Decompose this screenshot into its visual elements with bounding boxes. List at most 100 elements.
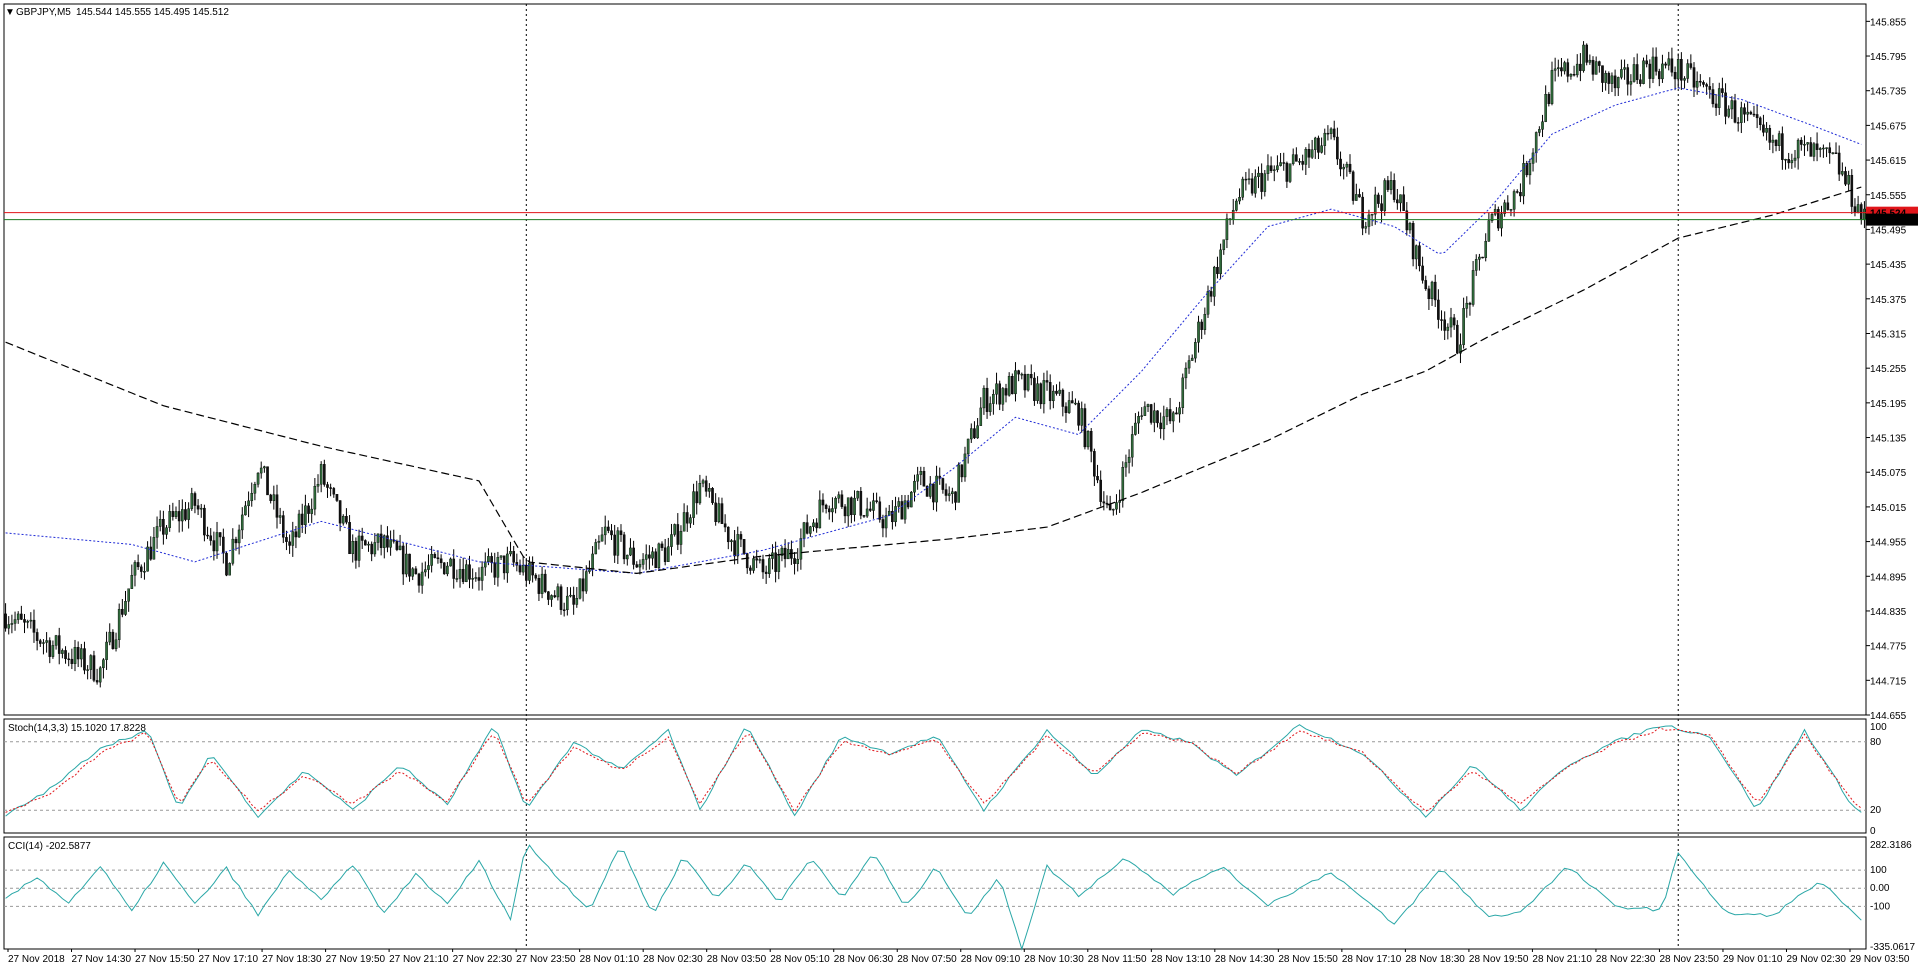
candle-body [1112,508,1115,511]
candle-body [1089,431,1093,452]
candle-body [1070,400,1074,404]
candle-body [1093,451,1096,477]
candle-body [1740,107,1743,123]
candle-body [543,573,547,592]
candle-body [228,563,231,576]
candle-body [657,543,661,569]
candle-body [319,464,323,485]
stochastic-pane[interactable]: 100 80 20 0 Stoch(14,3,3) 15.1020 17.8228 [3,718,1887,837]
candle-body [1522,163,1525,197]
candle-body [610,530,613,536]
candle-body [717,503,721,523]
candle-body [1683,78,1686,81]
candle-body [1443,319,1446,331]
candle-body [932,483,935,503]
candle-body [682,512,686,532]
candle-body [818,499,822,529]
candle-body [256,472,260,485]
candle-body [1411,223,1415,260]
candle-body [61,650,64,654]
candle-body [171,511,175,517]
time-tick-label: 29 Nov 03:50 [1850,954,1910,965]
candle-body [1531,152,1535,164]
candle-body [461,569,465,582]
candle-body [1437,299,1440,320]
collapse-triangle-icon[interactable]: ▼ [5,7,15,18]
price-tick-label: 144.775 [1870,642,1907,653]
candle-body [667,546,670,562]
candle-body [1336,136,1339,160]
candle-body [1317,137,1320,153]
candle-body [196,505,200,510]
candle-body [1370,213,1374,216]
candle-body [887,510,891,516]
candle-body [995,383,998,395]
candle-body [799,538,803,560]
candle-body [726,526,730,543]
candle-body [607,526,610,531]
candle-body [786,549,790,560]
candle-body [408,553,411,577]
candle-body [1197,321,1200,343]
candle-body [1045,380,1049,383]
candle-body [651,551,654,559]
candle-body [900,501,904,520]
candle-body [398,545,402,550]
cci-pane[interactable]: 282.3186 100 0.00 -100 -335.0617 CCI(14) -202… [3,836,1915,953]
candle-body [1512,191,1516,210]
candle-body [922,471,926,487]
candle-body [774,552,777,572]
candle-body [1121,467,1125,501]
candle-body [1642,60,1645,84]
candle-body [928,483,932,497]
candle-body [1601,65,1604,83]
candle-body [326,484,329,488]
candle-body [935,475,938,503]
candle-body [89,655,93,670]
candle-body [1086,431,1090,448]
candle-body [1326,132,1330,135]
candle-body [862,515,866,517]
candle-body [884,515,888,529]
candle-body [692,491,695,518]
candle-body [1657,71,1661,80]
candle-body [48,640,52,657]
price-tick-label: 145.615 [1870,156,1907,167]
candle-body [234,538,238,544]
candle-body [310,508,314,514]
time-tick-label: 27 Nov 2018 [8,954,65,965]
candle-body [1105,502,1109,505]
candle-body [768,558,771,574]
candle-body [572,594,575,605]
candle-body [1209,291,1213,297]
candle-body [859,491,863,516]
candle-body [1064,406,1068,413]
candle-body [70,658,74,664]
cci-tick-label: -100 [1870,901,1890,912]
candle-body [1481,256,1484,259]
candle-body [1276,165,1279,170]
candle-body [206,534,209,537]
candle-body [1140,415,1144,417]
candle-body [215,532,219,552]
price-pane[interactable]: 145.855 145.795 145.735 145.675 145.615 145.5… [3,3,1918,949]
candle-body [1651,56,1655,79]
candle-body [755,558,758,561]
candle-body [266,466,269,496]
candle-body [1298,161,1301,163]
candle-body [1358,194,1361,198]
candle-body [231,538,235,564]
candle-body [941,478,945,490]
candle-body [1153,410,1156,423]
price-tick-label: 145.675 [1870,121,1907,132]
candle-body [1639,79,1642,84]
candle-body [83,648,86,671]
candle-body [853,497,856,516]
price-tick-label: 144.715 [1870,676,1907,687]
time-tick-label: 28 Nov 03:50 [707,954,767,965]
candle-body [584,571,588,592]
candle-body [979,407,983,426]
candle-body [1528,163,1532,176]
